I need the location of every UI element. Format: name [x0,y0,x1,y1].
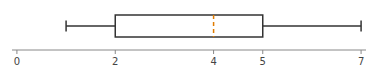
chart-container: 0 2 4 5 7 [0,0,378,75]
x-tick [115,50,116,54]
x-tick-label: 4 [210,56,216,67]
whisker-high [263,25,361,27]
x-axis-line [12,50,366,51]
whisker-cap-low [65,21,67,32]
whisker-cap-high [360,21,362,32]
x-tick [16,50,17,54]
x-tick-label: 2 [112,56,118,67]
whisker-low [66,25,115,27]
x-tick [262,50,263,54]
x-tick-label: 0 [14,56,20,67]
x-tick-label: 7 [358,56,364,67]
chart: 0 2 4 5 7 [0,0,378,75]
median [213,15,215,37]
x-tick [361,50,362,54]
x-tick-label: 5 [260,56,266,67]
x-tick [213,50,214,54]
box [115,15,263,37]
plot-area [66,15,361,37]
